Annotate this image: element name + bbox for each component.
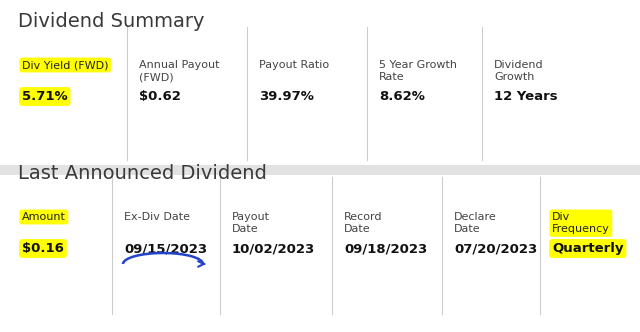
- Text: Last Announced Dividend: Last Announced Dividend: [18, 164, 267, 183]
- Text: 8.62%: 8.62%: [379, 90, 425, 103]
- Text: Declare
Date: Declare Date: [454, 212, 497, 234]
- Text: Amount: Amount: [22, 212, 66, 222]
- Text: 10/02/2023: 10/02/2023: [232, 242, 316, 255]
- Text: Div
Frequency: Div Frequency: [552, 212, 610, 234]
- Text: $0.16: $0.16: [22, 242, 64, 255]
- FancyBboxPatch shape: [0, 165, 640, 175]
- Text: 39.97%: 39.97%: [259, 90, 314, 103]
- Text: Dividend
Growth: Dividend Growth: [494, 60, 543, 82]
- Text: Payout
Date: Payout Date: [232, 212, 270, 234]
- Text: 09/15/2023: 09/15/2023: [124, 242, 207, 255]
- Text: $0.62: $0.62: [139, 90, 181, 103]
- Text: 5 Year Growth
Rate: 5 Year Growth Rate: [379, 60, 457, 82]
- Text: 12 Years: 12 Years: [494, 90, 557, 103]
- Text: Quarterly: Quarterly: [552, 242, 623, 255]
- Text: Annual Payout
(FWD): Annual Payout (FWD): [139, 60, 220, 82]
- Text: Dividend Summary: Dividend Summary: [18, 12, 205, 31]
- Text: Record
Date: Record Date: [344, 212, 383, 234]
- Text: Div Yield (FWD): Div Yield (FWD): [22, 60, 109, 70]
- Text: Payout Ratio: Payout Ratio: [259, 60, 329, 70]
- Text: Ex-Div Date: Ex-Div Date: [124, 212, 190, 222]
- Text: 5.71%: 5.71%: [22, 90, 68, 103]
- Text: 09/18/2023: 09/18/2023: [344, 242, 428, 255]
- Text: 07/20/2023: 07/20/2023: [454, 242, 537, 255]
